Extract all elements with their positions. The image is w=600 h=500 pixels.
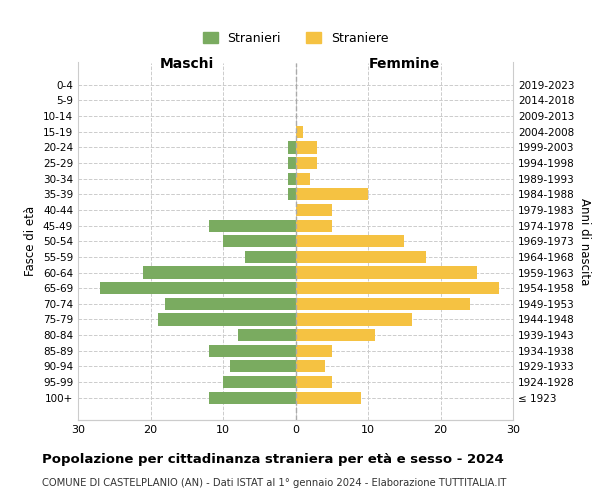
- Bar: [288, 157, 296, 169]
- Bar: [209, 344, 296, 357]
- Bar: [223, 376, 296, 388]
- Bar: [296, 376, 332, 388]
- Bar: [288, 142, 296, 154]
- Bar: [296, 329, 375, 341]
- Bar: [223, 235, 296, 248]
- Bar: [296, 235, 404, 248]
- Bar: [296, 220, 332, 232]
- Bar: [158, 314, 296, 326]
- Bar: [238, 329, 296, 341]
- Bar: [296, 142, 317, 154]
- Y-axis label: Fasce di età: Fasce di età: [25, 206, 37, 276]
- Legend: Stranieri, Straniere: Stranieri, Straniere: [196, 26, 395, 52]
- Bar: [143, 266, 296, 278]
- Text: Popolazione per cittadinanza straniera per età e sesso - 2024: Popolazione per cittadinanza straniera p…: [42, 452, 504, 466]
- Text: Femmine: Femmine: [368, 57, 440, 71]
- Bar: [209, 220, 296, 232]
- Text: Maschi: Maschi: [160, 57, 214, 71]
- Bar: [296, 298, 470, 310]
- Bar: [209, 392, 296, 404]
- Bar: [296, 204, 332, 216]
- Bar: [296, 392, 361, 404]
- Y-axis label: Anni di nascita: Anni di nascita: [578, 198, 591, 285]
- Bar: [296, 251, 426, 263]
- Bar: [288, 172, 296, 185]
- Bar: [165, 298, 296, 310]
- Bar: [296, 360, 325, 372]
- Bar: [288, 188, 296, 200]
- Bar: [245, 251, 296, 263]
- Bar: [296, 266, 477, 278]
- Text: COMUNE DI CASTELPLANIO (AN) - Dati ISTAT al 1° gennaio 2024 - Elaborazione TUTTI: COMUNE DI CASTELPLANIO (AN) - Dati ISTAT…: [42, 478, 506, 488]
- Bar: [296, 172, 310, 185]
- Bar: [296, 344, 332, 357]
- Bar: [230, 360, 296, 372]
- Bar: [296, 157, 317, 169]
- Bar: [296, 126, 303, 138]
- Bar: [100, 282, 296, 294]
- Bar: [296, 188, 368, 200]
- Bar: [296, 314, 412, 326]
- Bar: [296, 282, 499, 294]
